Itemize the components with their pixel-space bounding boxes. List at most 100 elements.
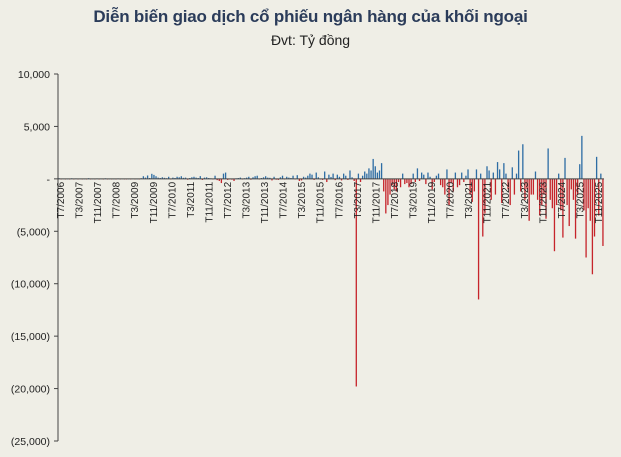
bar (475, 169, 478, 179)
bar (583, 178, 585, 211)
bar (551, 178, 554, 209)
bar (273, 176, 275, 179)
y-tick-label: 5,000 (24, 121, 50, 133)
bar (581, 135, 583, 179)
bar (277, 178, 279, 180)
bar (456, 178, 459, 188)
x-tick-label: T3/2019 (409, 181, 420, 218)
bar (526, 178, 528, 190)
bar (490, 178, 492, 200)
x-tick-label: T11/2019 (427, 181, 438, 223)
bar (513, 178, 516, 195)
bar (539, 178, 541, 216)
bar (553, 178, 556, 252)
x-tick-label: T7/2020 (446, 181, 457, 218)
bar (203, 177, 206, 179)
bar (281, 175, 284, 179)
bar (265, 176, 267, 179)
bar (307, 175, 309, 179)
bar (279, 177, 282, 179)
bar (205, 177, 208, 179)
bar (324, 171, 326, 179)
bar (568, 178, 570, 227)
bar (543, 178, 545, 195)
bar (480, 173, 482, 179)
bar (218, 178, 220, 181)
bar (587, 178, 589, 209)
bar (452, 178, 454, 192)
bar (298, 178, 301, 181)
bar (157, 177, 159, 179)
bar (391, 178, 393, 186)
bar (233, 178, 235, 181)
bar (425, 178, 427, 185)
bar (418, 178, 421, 181)
bar (503, 163, 505, 179)
chart-subtitle: Đvt: Tỷ đồng (270, 32, 351, 48)
bar (458, 178, 461, 186)
bar (227, 178, 229, 180)
bar (334, 178, 336, 181)
bar (262, 177, 265, 179)
bar (372, 158, 374, 179)
x-tick-label: T11/2017 (371, 181, 382, 223)
bar (330, 176, 332, 179)
bar (477, 178, 480, 300)
x-tick-label: T3/2023 (520, 181, 531, 218)
bar (486, 166, 488, 179)
bar (309, 173, 311, 179)
bar (214, 175, 216, 179)
bar (484, 178, 486, 214)
bar (366, 173, 368, 179)
bar (332, 173, 334, 179)
bar (340, 178, 343, 181)
bar (151, 173, 153, 179)
bar (560, 178, 562, 211)
bar (501, 178, 503, 203)
y-tick-label: (25,000) (11, 436, 50, 448)
bar (296, 175, 298, 179)
bar (368, 168, 370, 179)
bar (315, 172, 317, 179)
y-tick-label: - (47, 174, 51, 186)
bar (201, 178, 204, 180)
bar (239, 177, 242, 179)
bar (562, 178, 564, 238)
x-tick-label: T3/2009 (130, 181, 141, 218)
bar (172, 177, 174, 179)
chart-title: Diễn biến giao dịch cổ phiếu ngân hàng c… (93, 7, 528, 26)
bar (439, 178, 442, 186)
bar (387, 178, 389, 206)
bar (338, 176, 341, 179)
bar (433, 178, 435, 183)
bar (286, 176, 288, 179)
bar (577, 178, 579, 195)
x-tick-label: T7/2024 (557, 181, 568, 218)
bar (383, 178, 385, 192)
bar (530, 178, 532, 195)
bar (378, 170, 381, 179)
bar (602, 178, 604, 246)
bar (442, 178, 444, 188)
bar (595, 156, 598, 179)
x-tick-label: T7/2008 (112, 181, 123, 218)
bar (397, 178, 400, 183)
bar (359, 178, 362, 183)
bar (463, 178, 465, 183)
bar (444, 178, 446, 195)
bar (345, 175, 347, 179)
bar (509, 178, 511, 206)
y-tick-label: (5,000) (17, 226, 50, 238)
bar (313, 178, 315, 180)
x-tick-label: T3/2015 (297, 181, 308, 218)
bar (385, 178, 387, 214)
bar (532, 178, 535, 195)
bar (326, 178, 328, 183)
bar (585, 178, 587, 258)
bar (254, 176, 256, 179)
x-tick-label: T3/2007 (75, 181, 86, 218)
y-axis-ticks: 10,000 5,000 - (5,000) (10,000) (15,000) (20,0… (11, 69, 58, 448)
bar (465, 175, 467, 179)
bar (511, 167, 513, 179)
bar (492, 172, 494, 179)
